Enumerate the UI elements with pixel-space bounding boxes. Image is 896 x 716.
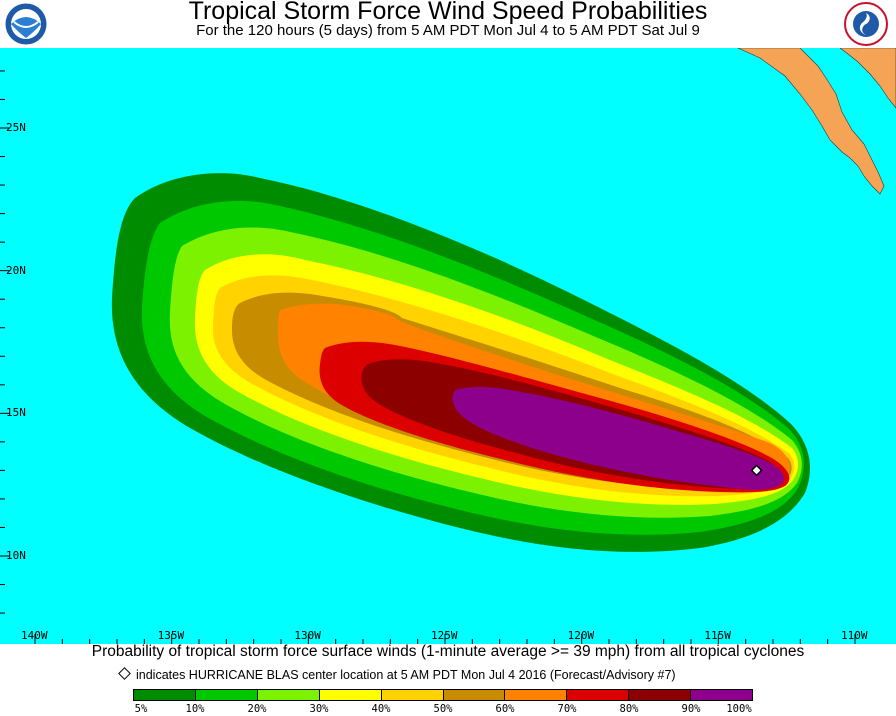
map-caption: Probability of tropical storm force surf… <box>91 643 805 660</box>
baja-california <box>737 48 885 195</box>
legend-label: 40% <box>371 703 391 715</box>
lon-label: 140W <box>21 629 48 642</box>
lat-label: 25N <box>6 121 26 134</box>
legend-swatch <box>505 690 568 700</box>
legend-label: 20% <box>247 703 267 715</box>
lon-label: 135W <box>157 629 185 642</box>
lat-label: 10N <box>6 549 26 562</box>
contour-band-90pct <box>452 387 784 490</box>
land-masses <box>737 48 896 195</box>
lat-label: 15N <box>6 406 26 420</box>
storm-center-marker <box>750 464 763 477</box>
legend-swatch <box>257 690 320 700</box>
legend-label: 50% <box>433 703 453 715</box>
legend-label: 90% <box>681 703 701 715</box>
page-subtitle: For the 120 hours (5 days) from 5 AM PDT… <box>196 22 700 39</box>
legend-swatch <box>691 690 753 700</box>
legend-swatch <box>319 690 382 700</box>
legend-label: 60% <box>495 703 515 715</box>
lon-label: 130W <box>294 629 321 642</box>
legend-label: 70% <box>557 703 577 715</box>
legend-swatch <box>629 690 692 700</box>
lon-label: 110W <box>841 629 868 642</box>
page-title: Tropical Storm Force Wind Speed Probabil… <box>188 0 708 25</box>
probability-contours <box>111 173 810 552</box>
marker-note-text: indicates HURRICANE BLAS center location… <box>136 668 676 682</box>
mainland-mexico <box>839 48 896 109</box>
lon-label: 115W <box>704 629 731 642</box>
header: Tropical Storm Force Wind Speed Probabil… <box>0 0 896 48</box>
legend-color-bar <box>133 689 753 701</box>
nws-logo <box>844 2 888 46</box>
marker-note: indicates HURRICANE BLAS center location… <box>118 667 676 682</box>
lon-label: 125W <box>431 629 458 642</box>
legend-label: 5% <box>134 703 148 715</box>
diamond-icon <box>118 667 131 680</box>
legend-swatch <box>381 690 444 700</box>
legend-label: 80% <box>619 703 639 715</box>
legend-swatch <box>567 690 630 700</box>
legend-label: 30% <box>309 703 329 715</box>
map-area <box>0 48 896 644</box>
storm-center-diamond-icon <box>750 464 763 477</box>
noaa-logo <box>4 2 48 46</box>
legend-label: 10% <box>185 703 205 715</box>
lat-lon-grid <box>0 70 856 644</box>
legend-swatch <box>443 690 506 700</box>
legend-label: 100% <box>726 703 752 715</box>
legend-swatch <box>134 690 196 700</box>
legend-swatch <box>195 690 258 700</box>
lon-label: 120W <box>567 629 595 642</box>
lat-label: 20N <box>6 263 26 277</box>
